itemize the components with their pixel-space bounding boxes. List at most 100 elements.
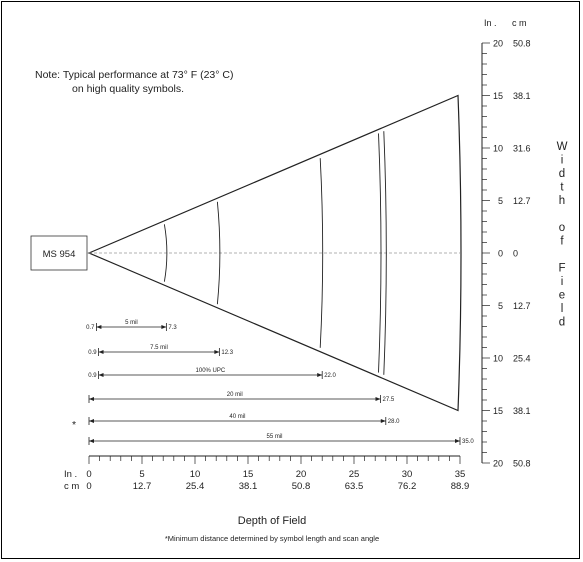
x-tick-label-in: 35 — [455, 469, 466, 480]
y-tick-label-cm: 12.7 — [513, 196, 531, 206]
range-label: 7.5 mil — [150, 345, 168, 351]
y-tick-label-cm: 12.7 — [513, 301, 531, 311]
y-title-letter: h — [559, 195, 565, 207]
x-tick-label-in: 20 — [296, 469, 307, 480]
y-title-letter: f — [560, 236, 564, 248]
y-title-letter: d — [559, 168, 565, 180]
range-arc — [378, 133, 382, 373]
footnote: *Minimum distance determined by symbol l… — [165, 534, 379, 543]
x-tick-label-cm: 25.4 — [186, 481, 205, 492]
y-tick-label-in: 15 — [493, 406, 503, 416]
y-tick-label-cm: 38.1 — [513, 406, 531, 416]
range-arrow-left — [98, 350, 104, 354]
y-unit-in: In . — [484, 18, 497, 28]
range-label: 20 mil — [227, 392, 243, 398]
x-tick-label-in: 30 — [402, 469, 413, 480]
x-tick-label-in: 0 — [86, 469, 91, 480]
range-min-value: 0.7 — [86, 325, 95, 331]
y-tick-label-in: 10 — [493, 354, 503, 364]
range-max-value: 28.0 — [388, 419, 400, 425]
range-label: 55 mil — [266, 434, 282, 440]
y-title-letter: i — [561, 276, 564, 288]
range-arrow-right — [317, 373, 323, 377]
asterisk-marker: * — [72, 419, 76, 431]
range-arrow-right — [455, 439, 460, 443]
x-tick-label-in: 5 — [139, 469, 144, 480]
scanner-box — [30, 235, 88, 271]
y-title-letter: d — [559, 317, 565, 329]
x-tick-label-cm: 50.8 — [292, 481, 311, 492]
range-arrow-right — [380, 419, 386, 423]
range-arc — [163, 224, 168, 282]
range-bar: 7.5 mil 0.9 12.3 — [88, 345, 234, 356]
y-tick-label-in: 0 — [498, 249, 503, 259]
range-arrow-left — [89, 397, 94, 401]
range-max-value: 7.3 — [168, 325, 177, 331]
scan-cone — [87, 94, 462, 412]
range-bar: 55 mil 35.0 — [88, 434, 474, 445]
y-tick-label-in: 10 — [493, 144, 503, 154]
range-bar: 40 mil 28.0 — [88, 414, 400, 425]
x-tick-label-cm: 12.7 — [133, 481, 152, 492]
y-title-letter: W — [557, 141, 568, 153]
range-arc — [383, 131, 387, 375]
y-title-letter: i — [561, 155, 564, 167]
y-tick-label-cm: 31.6 — [513, 144, 531, 154]
range-max-value: 22.0 — [324, 373, 336, 379]
x-tick-label-in: 15 — [243, 469, 254, 480]
range-arrow-right — [214, 350, 220, 354]
x-unit-in: In . — [64, 469, 77, 480]
y-tick-label-in: 5 — [498, 196, 503, 206]
range-arrow-left — [89, 439, 94, 443]
y-unit-cm: c m — [512, 18, 527, 28]
x-tick-label-in: 10 — [190, 469, 201, 480]
range-arrow-left — [98, 373, 104, 377]
y-tick-label-cm: 50.8 — [513, 39, 531, 49]
range-arc — [216, 201, 221, 305]
range-label: 5 mil — [125, 320, 138, 326]
range-arc — [319, 158, 324, 348]
range-arrow-left — [89, 419, 94, 423]
x-tick-label-cm: 63.5 — [345, 481, 364, 492]
range-max-value: 12.3 — [221, 350, 233, 356]
x-tick-label-cm: 76.2 — [398, 481, 417, 492]
range-bar: 20 mil 27.5 — [88, 392, 395, 403]
y-tick-label-cm: 25.4 — [513, 354, 531, 364]
range-label: 100% UPC — [196, 368, 226, 374]
y-tick-label-in: 20 — [493, 39, 503, 49]
range-bar: 5 mil 0.7 7.3 — [86, 320, 177, 331]
x-axis-title: Depth of Field — [238, 515, 306, 527]
y-title-letter: t — [560, 182, 564, 194]
note-line-2: on high quality symbols. — [72, 83, 184, 95]
range-bar: 100% UPC 0.9 22.0 — [88, 368, 337, 379]
y-title-letter: o — [559, 222, 565, 234]
range-max-value: 35.0 — [462, 439, 474, 445]
range-min-value: 0.9 — [88, 373, 97, 379]
y-tick-label-cm: 0 — [513, 249, 518, 259]
range-min-value: 0.9 — [88, 350, 97, 356]
y-title-letter: l — [561, 303, 564, 315]
scanner-label: MS 954 — [43, 249, 76, 260]
x-tick-label-cm: 38.1 — [239, 481, 258, 492]
range-max-value: 27.5 — [383, 397, 395, 403]
range-label: 40 mil — [229, 414, 245, 420]
note-line-1: Note: Typical performance at 73° F (23° … — [35, 69, 233, 81]
range-arrow-right — [375, 397, 381, 401]
range-arrow-right — [161, 325, 167, 329]
y-tick-label-cm: 38.1 — [513, 91, 531, 101]
x-tick-label-cm: 0 — [86, 481, 91, 492]
y-tick-label-in: 5 — [498, 301, 503, 311]
range-arrow-left — [96, 325, 102, 329]
y-title-letter: F — [558, 263, 565, 275]
x-tick-label-in: 25 — [349, 469, 360, 480]
cone-outline — [87, 94, 462, 412]
y-axis: 20 50.8 15 38.1 10 31.6 5 12.7 0 0 5 12.7 10 25.4 15 38… — [481, 39, 531, 469]
x-unit-cm: c m — [64, 481, 79, 492]
y-tick-label-in: 15 — [493, 91, 503, 101]
range-bars: 5 mil 0.7 7.3 7.5 mil 0.9 12.3 100% UPC 0.9 22.0… — [86, 320, 474, 445]
x-tick-label-cm: 88.9 — [451, 481, 470, 492]
